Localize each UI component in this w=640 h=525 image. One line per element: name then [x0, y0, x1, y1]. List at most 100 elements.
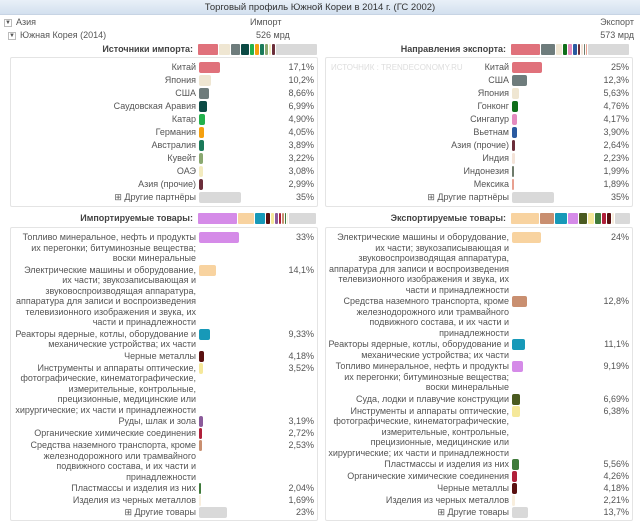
export-goods-row[interactable]: Черные металлы 4,18% [326, 483, 632, 494]
import-partners-row[interactable]: Азия (прочие) 2,99% [11, 179, 317, 190]
export-goods-row[interactable]: Электрические машины и оборудование, их … [326, 232, 632, 295]
export-goods-row[interactable]: Органические химические соединения 4,26% [326, 471, 632, 482]
export-partners-row[interactable]: Вьетнам 3,90% [326, 127, 632, 138]
row-bar[interactable] [512, 114, 517, 125]
export-partners-segment[interactable] [586, 44, 588, 55]
export-partners-segment[interactable] [573, 44, 577, 55]
row-bar[interactable] [512, 405, 520, 417]
import-goods-row[interactable]: ⊞ Другие товары 23% [11, 507, 317, 518]
import-partners-segment[interactable] [276, 44, 318, 55]
export-partners-row[interactable]: Индонезия 1,99% [326, 166, 632, 177]
row-bar[interactable] [199, 88, 210, 99]
row-bar[interactable] [199, 440, 203, 451]
export-goods-row[interactable]: Средства наземного транспорта, кроме жел… [326, 296, 632, 338]
row-bar[interactable] [199, 328, 211, 340]
import-goods-row[interactable]: Пластмассы и изделия из них 2,04% [11, 483, 317, 494]
row-bar[interactable] [512, 166, 515, 177]
tree-country[interactable]: ▼ Южная Корея (2014) [8, 30, 106, 41]
export-goods-row[interactable]: Топливо минеральное, нефть и продукты их… [326, 361, 632, 392]
row-bar[interactable] [199, 179, 203, 190]
import-partners-row[interactable]: Япония 10,2% [11, 75, 317, 86]
row-bar[interactable] [199, 166, 203, 177]
row-bar[interactable] [199, 507, 227, 518]
export-partners-segment[interactable] [581, 44, 583, 55]
export-goods-segment[interactable] [606, 213, 611, 224]
row-bar[interactable] [512, 153, 515, 164]
export-goods-segment[interactable] [614, 213, 631, 224]
import-goods-segment[interactable] [278, 213, 281, 224]
export-goods-segment[interactable] [601, 213, 606, 224]
row-bar[interactable] [199, 232, 239, 243]
row-bar[interactable] [512, 483, 518, 494]
import-partners-row[interactable]: ⊞ Другие партнёры 35% [11, 192, 317, 203]
import-partners-row[interactable]: Германия 4,05% [11, 127, 317, 138]
export-goods-row[interactable]: ⊞ Другие товары 13,7% [326, 507, 632, 518]
row-bar[interactable] [512, 339, 526, 350]
import-goods-row[interactable]: Руды, шлак и зола 3,19% [11, 416, 317, 427]
export-partners-row[interactable]: США 12,3% [326, 75, 632, 86]
export-partners-segment[interactable] [588, 44, 630, 55]
export-partners-row[interactable]: Мексика 1,89% [326, 179, 632, 190]
export-partners-row[interactable]: Сингапур 4,17% [326, 114, 632, 125]
row-bar[interactable] [512, 507, 529, 518]
import-goods-row[interactable]: Средства наземного транспорта, кроме жел… [11, 440, 317, 482]
row-bar[interactable] [199, 428, 203, 439]
row-bar[interactable] [512, 101, 518, 112]
import-goods-segment[interactable] [289, 213, 317, 224]
import-partners-segment[interactable] [241, 44, 249, 55]
export-goods-row[interactable]: Пластмассы и изделия из них 5,56% [326, 459, 632, 470]
export-goods-segment[interactable] [555, 213, 568, 224]
export-partners-segment[interactable] [555, 44, 562, 55]
row-bar[interactable] [199, 483, 202, 494]
row-bar[interactable] [512, 179, 515, 190]
export-goods-row[interactable]: Реакторы ядерные, котлы, оборудование и … [326, 339, 632, 360]
export-goods-row[interactable]: Суда, лодки и плавучие конструкции 6,69% [326, 393, 632, 405]
import-partners-segment[interactable] [260, 44, 264, 55]
import-partners-row[interactable]: Саудовская Аравия 6,99% [11, 101, 317, 112]
export-partners-segment[interactable] [577, 44, 581, 55]
row-bar[interactable] [512, 296, 528, 307]
export-goods-row[interactable]: Изделия из черных металлов 2,21% [326, 495, 632, 506]
import-goods-segment[interactable] [198, 213, 237, 224]
import-partners-row[interactable]: Катар 4,90% [11, 114, 317, 125]
export-partners-segment[interactable] [541, 44, 555, 55]
export-partners-segment[interactable] [583, 44, 586, 55]
export-partners-row[interactable]: Япония 5,63% [326, 88, 632, 99]
import-goods-segment[interactable] [281, 213, 285, 224]
row-bar[interactable] [199, 140, 204, 151]
import-goods-segment[interactable] [287, 213, 289, 224]
export-goods-segment[interactable] [595, 213, 601, 224]
import-partners-segment[interactable] [249, 44, 255, 55]
export-partners-row[interactable]: ⊞ Другие партнёры 35% [326, 192, 632, 203]
export-partners-segment[interactable] [511, 44, 540, 55]
import-goods-row[interactable]: Изделия из черных металлов 1,69% [11, 495, 317, 506]
import-partners-segment[interactable] [264, 44, 268, 55]
row-bar[interactable] [199, 495, 202, 506]
row-bar[interactable] [512, 75, 527, 86]
import-partners-row[interactable]: ОАЭ 3,08% [11, 166, 317, 177]
row-bar[interactable] [199, 114, 205, 125]
row-bar[interactable] [199, 192, 241, 203]
row-bar[interactable] [512, 62, 542, 73]
import-goods-segment[interactable] [270, 213, 274, 224]
import-goods-segment[interactable] [254, 213, 265, 224]
export-goods-segment[interactable] [611, 213, 614, 224]
row-bar[interactable] [199, 62, 220, 73]
row-bar[interactable] [512, 393, 521, 405]
row-bar[interactable] [512, 192, 554, 203]
export-partners-segment[interactable] [562, 44, 568, 55]
import-goods-row[interactable]: Органические химические соединения 2,72% [11, 428, 317, 439]
export-partners-row[interactable]: Индия 2,23% [326, 153, 632, 164]
export-goods-segment[interactable] [587, 213, 595, 224]
import-goods-segment[interactable] [274, 213, 278, 224]
import-partners-segment[interactable] [230, 44, 241, 55]
import-goods-segment[interactable] [265, 213, 270, 224]
import-partners-segment[interactable] [268, 44, 272, 55]
row-bar[interactable] [512, 140, 516, 151]
import-goods-row[interactable]: Реакторы ядерные, котлы, оборудование и … [11, 328, 317, 349]
tree-region[interactable]: ▼ Азия [4, 17, 36, 28]
row-bar[interactable] [512, 459, 519, 470]
import-goods-row[interactable]: Электрические машины и оборудование, их … [11, 264, 317, 327]
row-bar[interactable] [512, 88, 519, 99]
row-bar[interactable] [512, 127, 517, 138]
